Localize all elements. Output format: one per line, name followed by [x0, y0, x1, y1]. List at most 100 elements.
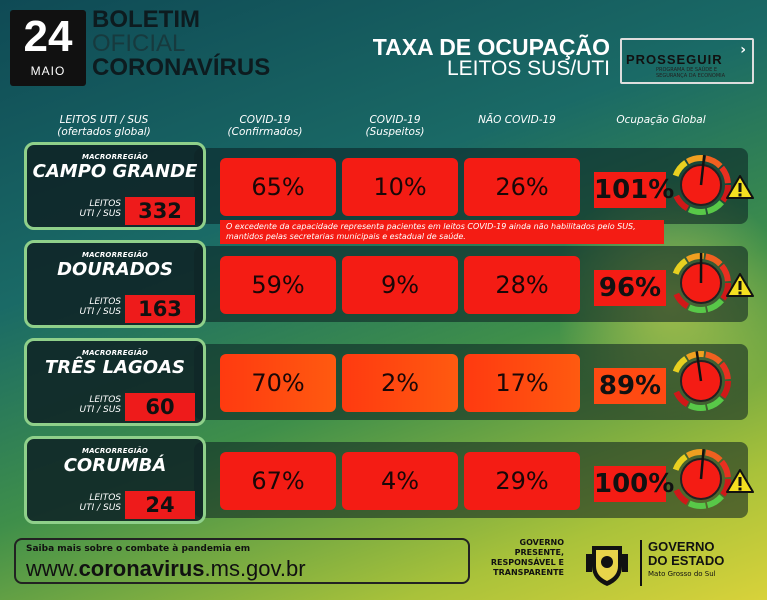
gauge-segment	[706, 396, 724, 411]
gauge-needle	[699, 155, 706, 186]
gauge-segment	[706, 200, 724, 215]
region-label: MACRORREGIÃO	[81, 349, 149, 357]
region-card: MACRORREGIÃO DOURADOS LEITOS UTI / SUS 163	[24, 240, 206, 328]
gauge-segment	[673, 390, 689, 407]
footer-info: Saiba mais sobre o combate à pandemia em…	[14, 538, 470, 584]
gauge-needle	[695, 351, 703, 382]
beds-count: 60	[125, 393, 195, 421]
beds-label: LEITOS UTI / SUS	[79, 199, 121, 219]
region-label: MACRORREGIÃO	[81, 447, 149, 455]
region-card: MACRORREGIÃO TRÊS LAGOAS LEITOS UTI / SUS 6…	[24, 338, 206, 426]
gauge-icon	[672, 155, 731, 215]
column-header-non-covid: NÃO COVID-19	[478, 114, 556, 126]
region-row: MACRORREGIÃO CAMPO GRANDE LEITOS UTI / SUS…	[24, 142, 754, 230]
beds-count: 163	[125, 295, 195, 323]
footer-url-bold: coronavirus	[78, 556, 205, 581]
chevron-right-icon: ›	[740, 42, 746, 58]
gauge-segment	[705, 253, 723, 267]
date-day: 24	[23, 12, 73, 61]
gauge-segment	[673, 292, 689, 309]
covid-confirmed-value: 70%	[220, 354, 336, 412]
region-row: MACRORREGIÃO CORUMBÁ LEITOS UTI / SUS 24 67%…	[24, 436, 754, 524]
state-crest-icon	[586, 546, 628, 586]
gauge-segment	[686, 155, 705, 165]
global-occupancy-value: 100%	[594, 466, 674, 502]
gauge-segment	[705, 351, 723, 365]
gauge-segment	[672, 258, 688, 275]
date-badge: 24 MAIO	[10, 10, 86, 86]
gauge-segment	[719, 361, 731, 380]
region-label: MACRORREGIÃO	[81, 251, 149, 259]
gauge-segment	[720, 479, 731, 497]
column-header-beds: LEITOS UTI / SUS (ofertados global)	[57, 114, 151, 138]
warning-icon	[726, 175, 754, 199]
region-name: DOURADOS	[57, 259, 173, 280]
prosseguir-logo: › PROSSEGUIR PROGRAMA DE SAÚDE E SEGURAN…	[620, 38, 754, 84]
government-motto: GOVERNO PRESENTE, RESPONSÁVEL E TRANSPAR…	[490, 538, 564, 577]
warning-icon	[726, 469, 754, 493]
footer-url[interactable]: www.coronavirus.ms.gov.br	[26, 556, 306, 582]
covid-confirmed-value: 59%	[220, 256, 336, 314]
gov-logo-line-2: DO ESTADO	[648, 553, 725, 568]
column-header-confirmed: COVID-19 (Confirmados)	[227, 114, 303, 138]
non-covid-value: 17%	[464, 354, 580, 412]
gauge-segment	[719, 263, 731, 282]
bulletin-title: BOLETIM OFICIAL CORONAVÍRUS	[92, 8, 270, 80]
covid-suspected-value: 9%	[342, 256, 458, 314]
bulletin-line-3: CORONAVÍRUS	[92, 54, 271, 81]
gauge-segment	[720, 381, 731, 399]
gauge-segment	[687, 206, 707, 215]
non-covid-value: 28%	[464, 256, 580, 314]
capacity-note: O excedente da capacidade representa pac…	[220, 220, 664, 244]
state-government-logo: GOVERNO DO ESTADO Mato Grosso do Sul	[640, 540, 740, 586]
region-row: MACRORREGIÃO DOURADOS LEITOS UTI / SUS 163 5…	[24, 240, 754, 328]
region-label: MACRORREGIÃO	[81, 153, 149, 161]
column-header-global: Ocupação Global	[616, 114, 706, 126]
gauge-segment	[706, 298, 724, 313]
region-card: MACRORREGIÃO CORUMBÁ LEITOS UTI / SUS 24	[24, 436, 206, 524]
gauge-icon	[672, 252, 731, 313]
gauge-segment	[720, 283, 731, 301]
beds-label: LEITOS UTI / SUS	[79, 297, 121, 317]
gauge-segment	[673, 488, 689, 505]
covid-confirmed-value: 67%	[220, 452, 336, 510]
gauge-icon	[672, 351, 731, 411]
gauge-segment	[705, 155, 723, 169]
bulletin-line-2: OFICIAL	[92, 30, 186, 57]
global-occupancy-value: 89%	[594, 368, 666, 404]
gauge-segment	[720, 185, 731, 203]
prosseguir-logo-name: PROSSEGUIR	[626, 52, 723, 67]
gauge-segment	[672, 160, 688, 177]
global-occupancy-value: 96%	[594, 270, 666, 306]
non-covid-value: 29%	[464, 452, 580, 510]
covid-suspected-value: 10%	[342, 158, 458, 216]
gauge-segment	[687, 402, 707, 411]
footer-url-suffix: .ms.gov.br	[204, 556, 306, 581]
non-covid-value: 26%	[464, 158, 580, 216]
covid-suspected-value: 2%	[342, 354, 458, 412]
warning-icon	[726, 273, 754, 297]
prosseguir-logo-sub: PROGRAMA DE SAÚDE E SEGURANÇA DA ECONOMI…	[656, 67, 726, 79]
global-occupancy-value: 101%	[594, 172, 674, 208]
gauge-segment	[705, 449, 723, 463]
gauge-segment	[686, 449, 705, 459]
gauge-segment	[686, 253, 705, 263]
footer-info-text: Saiba mais sobre o combate à pandemia em	[26, 544, 251, 554]
region-name: TRÊS LAGOAS	[44, 357, 186, 378]
gauge-segment	[719, 459, 731, 478]
page-subtitle: LEITOS SUS/UTI	[447, 57, 610, 80]
gauge-segment	[672, 454, 688, 471]
beds-label: LEITOS UTI / SUS	[79, 395, 121, 415]
covid-confirmed-value: 65%	[220, 158, 336, 216]
region-name: CAMPO GRANDE	[32, 161, 198, 182]
region-name: CORUMBÁ	[63, 455, 167, 476]
page-title: TAXA DE OCUPAÇÃO LEITOS SUS/UTI	[342, 36, 610, 80]
gov-logo-line-3: Mato Grosso do Sul	[648, 570, 716, 578]
beds-label: LEITOS UTI / SUS	[79, 493, 121, 513]
gauge-segment	[686, 351, 705, 361]
date-month: MAIO	[30, 64, 66, 78]
beds-count: 24	[125, 491, 195, 519]
gauge-icon	[672, 449, 731, 509]
gauge-segment	[673, 194, 689, 211]
page-title-main: TAXA DE OCUPAÇÃO	[372, 34, 610, 60]
